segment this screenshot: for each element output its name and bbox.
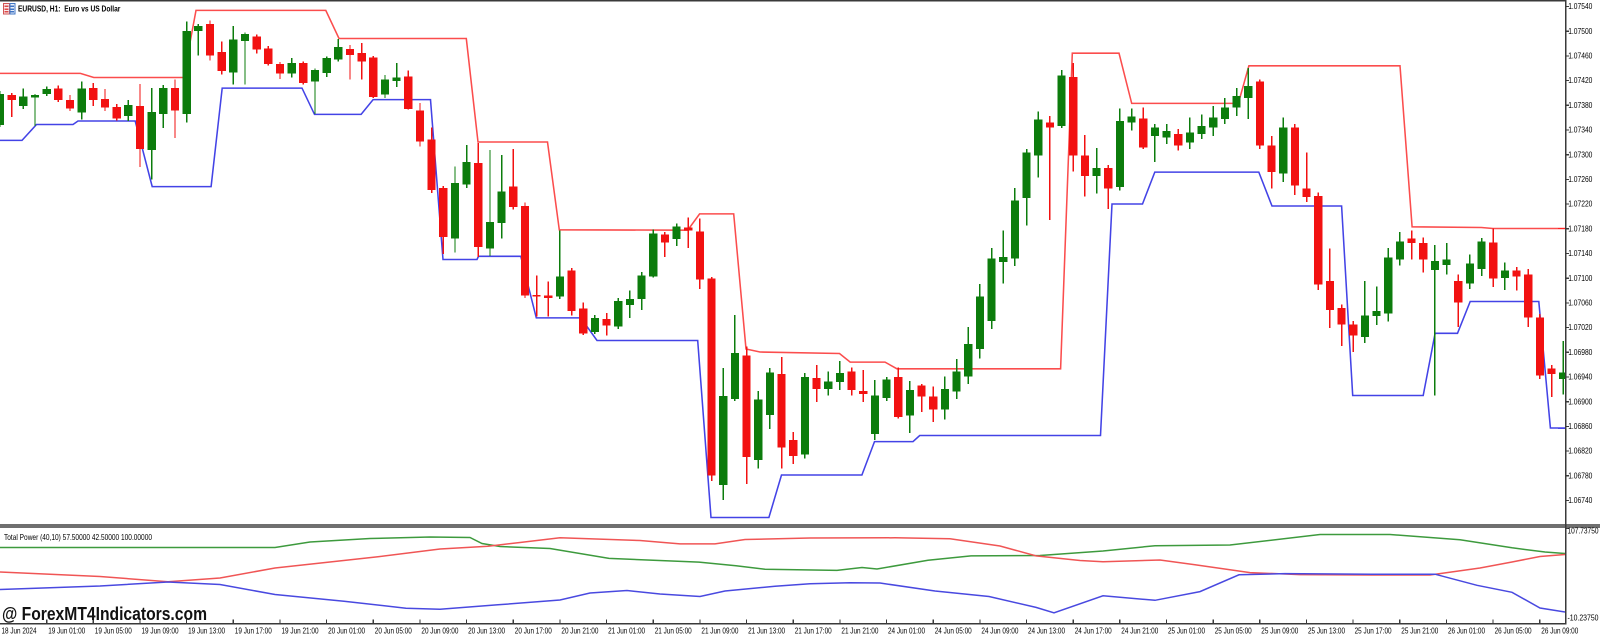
svg-text:19 Jun 09:00: 19 Jun 09:00 — [142, 626, 179, 636]
svg-text:1.06780: 1.06780 — [1568, 470, 1592, 480]
svg-text:24 Jun 13:00: 24 Jun 13:00 — [1028, 626, 1065, 636]
svg-text:1.06940: 1.06940 — [1568, 372, 1592, 382]
svg-text:1.07420: 1.07420 — [1568, 75, 1592, 85]
svg-text:26 Jun 05:00: 26 Jun 05:00 — [1495, 626, 1532, 636]
svg-text:20 Jun 01:00: 20 Jun 01:00 — [328, 626, 365, 636]
svg-text:21 Jun 21:00: 21 Jun 21:00 — [841, 626, 878, 636]
svg-text:18 Jun 2024: 18 Jun 2024 — [2, 626, 37, 636]
svg-text:19 Jun 01:00: 19 Jun 01:00 — [48, 626, 85, 636]
svg-text:26 Jun 01:00: 26 Jun 01:00 — [1448, 626, 1485, 636]
svg-text:25 Jun 09:00: 25 Jun 09:00 — [1261, 626, 1298, 636]
svg-text:19 Jun 21:00: 19 Jun 21:00 — [282, 626, 319, 636]
svg-text:1.07060: 1.07060 — [1568, 298, 1592, 308]
svg-text:1.07260: 1.07260 — [1568, 174, 1592, 184]
svg-text:1.06740: 1.06740 — [1568, 495, 1592, 505]
svg-text:19 Jun 05:00: 19 Jun 05:00 — [95, 626, 132, 636]
svg-text:24 Jun 09:00: 24 Jun 09:00 — [981, 626, 1018, 636]
svg-text:21 Jun 09:00: 21 Jun 09:00 — [701, 626, 738, 636]
svg-text:21 Jun 01:00: 21 Jun 01:00 — [608, 626, 645, 636]
svg-text:25 Jun 17:00: 25 Jun 17:00 — [1355, 626, 1392, 636]
svg-text:20 Jun 13:00: 20 Jun 13:00 — [468, 626, 505, 636]
svg-text:24 Jun 17:00: 24 Jun 17:00 — [1075, 626, 1112, 636]
svg-text:1.07220: 1.07220 — [1568, 199, 1592, 209]
svg-text:1.07340: 1.07340 — [1568, 125, 1592, 135]
svg-text:21 Jun 05:00: 21 Jun 05:00 — [655, 626, 692, 636]
svg-text:20 Jun 05:00: 20 Jun 05:00 — [375, 626, 412, 636]
svg-text:1.07460: 1.07460 — [1568, 51, 1592, 61]
svg-text:21 Jun 17:00: 21 Jun 17:00 — [795, 626, 832, 636]
svg-text:1.06980: 1.06980 — [1568, 347, 1592, 357]
svg-text:25 Jun 01:00: 25 Jun 01:00 — [1168, 626, 1205, 636]
svg-text:1.07020: 1.07020 — [1568, 322, 1592, 332]
svg-text:25 Jun 21:00: 25 Jun 21:00 — [1401, 626, 1438, 636]
svg-text:1.07500: 1.07500 — [1568, 26, 1592, 36]
svg-text:@ ForexMT4Indicators.com: @ ForexMT4Indicators.com — [2, 603, 207, 624]
svg-text:24 Jun 01:00: 24 Jun 01:00 — [888, 626, 925, 636]
svg-text:1.07100: 1.07100 — [1568, 273, 1592, 283]
svg-text:1.07300: 1.07300 — [1568, 149, 1592, 159]
svg-text:20 Jun 17:00: 20 Jun 17:00 — [515, 626, 552, 636]
svg-text:26 Jun 09:00: 26 Jun 09:00 — [1541, 626, 1578, 636]
svg-text:19 Jun 13:00: 19 Jun 13:00 — [188, 626, 225, 636]
svg-text:1.07380: 1.07380 — [1568, 100, 1592, 110]
svg-text:20 Jun 21:00: 20 Jun 21:00 — [561, 626, 598, 636]
svg-text:1.07180: 1.07180 — [1568, 223, 1592, 233]
svg-text:107.73750: 107.73750 — [1568, 526, 1599, 536]
svg-text:1.06820: 1.06820 — [1568, 446, 1592, 456]
svg-text:1.06860: 1.06860 — [1568, 421, 1592, 431]
svg-text:19 Jun 17:00: 19 Jun 17:00 — [235, 626, 272, 636]
svg-text:-10.23750: -10.23750 — [1568, 613, 1599, 623]
svg-text:1.07540: 1.07540 — [1568, 1, 1592, 11]
svg-text:20 Jun 09:00: 20 Jun 09:00 — [421, 626, 458, 636]
svg-text:21 Jun 13:00: 21 Jun 13:00 — [748, 626, 785, 636]
svg-text:25 Jun 05:00: 25 Jun 05:00 — [1215, 626, 1252, 636]
svg-text:Total Power (40,10) 57.50000 4: Total Power (40,10) 57.50000 42.50000 10… — [4, 532, 152, 542]
svg-text:24 Jun 21:00: 24 Jun 21:00 — [1121, 626, 1158, 636]
svg-text:25 Jun 13:00: 25 Jun 13:00 — [1308, 626, 1345, 636]
svg-text:1.06900: 1.06900 — [1568, 396, 1592, 406]
svg-text:24 Jun 05:00: 24 Jun 05:00 — [935, 626, 972, 636]
svg-text:1.07140: 1.07140 — [1568, 248, 1592, 258]
svg-text:EURUSD, H1: Euro vs US Dollar: EURUSD, H1: Euro vs US Dollar — [18, 4, 121, 14]
